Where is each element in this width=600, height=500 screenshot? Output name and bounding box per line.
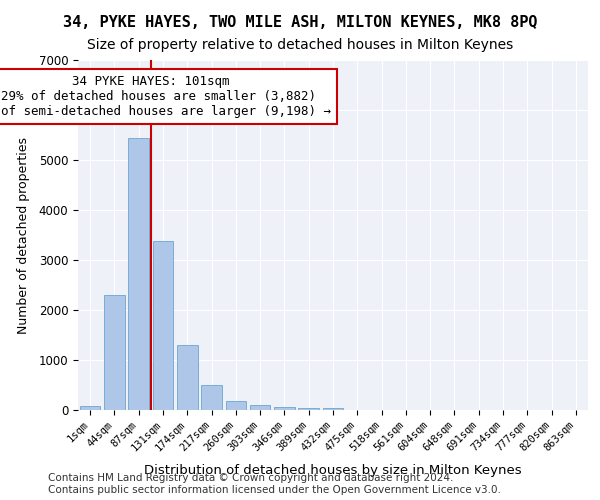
Bar [201,384,222,410]
Bar [250,405,271,410]
Bar [128,138,149,410]
Bar [323,408,343,410]
Bar [104,295,125,410]
Bar [274,407,295,410]
Text: Size of property relative to detached houses in Milton Keynes: Size of property relative to detached ho… [87,38,513,52]
Bar [298,408,319,410]
Text: Contains HM Land Registry data © Crown copyright and database right 2024.
Contai: Contains HM Land Registry data © Crown c… [48,474,501,495]
Text: 34, PYKE HAYES, TWO MILE ASH, MILTON KEYNES, MK8 8PQ: 34, PYKE HAYES, TWO MILE ASH, MILTON KEY… [63,15,537,30]
Bar [80,406,100,410]
Y-axis label: Number of detached properties: Number of detached properties [17,136,31,334]
Text: 34 PYKE HAYES: 101sqm
← 29% of detached houses are smaller (3,882)
70% of semi-d: 34 PYKE HAYES: 101sqm ← 29% of detached … [0,75,331,118]
Bar [177,344,197,410]
Bar [226,401,246,410]
X-axis label: Distribution of detached houses by size in Milton Keynes: Distribution of detached houses by size … [144,464,522,477]
Bar [152,241,173,410]
